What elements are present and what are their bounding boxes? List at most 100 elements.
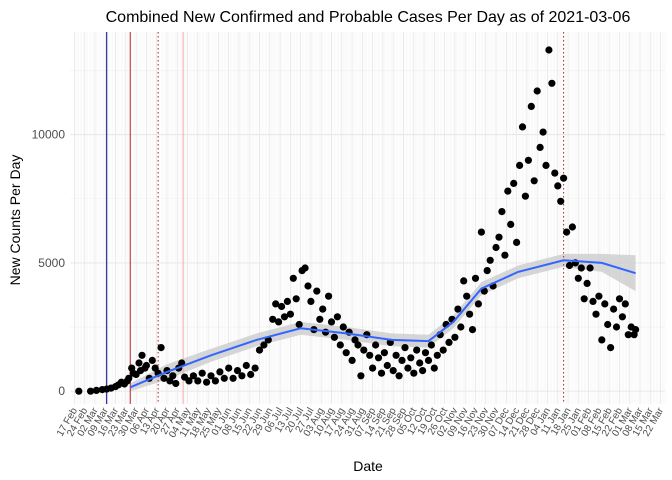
data-point [225,364,233,372]
data-point [433,351,441,359]
data-point [172,379,180,388]
data-point [445,338,453,346]
y-axis-title: New Counts Per Day [7,155,23,286]
data-point [203,378,211,386]
data-point [471,274,480,282]
data-point [416,359,424,367]
data-point [632,326,640,334]
data-point [563,228,571,236]
data-point [260,341,268,349]
data-point [238,372,246,380]
data-point [486,256,494,264]
data-point [516,161,524,169]
data-point [307,297,315,305]
data-point [233,367,242,375]
data-point [348,356,356,364]
data-point [207,372,215,380]
data-point [278,302,286,311]
data-point [404,364,412,372]
data-point [457,323,465,331]
data-point [198,369,206,377]
data-point [612,323,621,331]
data-point [339,323,347,331]
data-point [501,251,509,259]
data-point [255,346,264,354]
data-point [389,367,397,375]
data-point [410,369,418,377]
data-point [604,320,612,329]
data-point [251,364,259,372]
data-point [135,359,143,367]
data-point [75,387,83,395]
data-point [524,156,533,164]
data-point [589,297,597,305]
data-point [480,287,488,295]
data-point [545,46,553,54]
data-point [577,264,585,272]
data-point [504,187,512,195]
data-point [580,295,588,303]
data-point [374,354,383,362]
smooth-line [129,259,636,389]
data-point [615,295,624,303]
data-point [142,361,150,370]
data-point [275,318,283,326]
data-point [483,267,491,275]
data-point [377,369,386,377]
data-point [607,344,615,352]
data-point [392,351,400,359]
data-point [427,341,435,349]
data-point [621,300,629,308]
data-point [92,386,100,394]
data-point [398,356,406,364]
data-point [551,169,559,177]
data-point [495,233,503,241]
data-point [194,377,202,385]
data-point [474,300,482,308]
data-point [189,372,197,380]
data-point [507,220,515,228]
y-tick-label: 0 [58,384,65,398]
data-point [548,79,556,87]
data-point [247,370,255,379]
data-point [451,333,459,341]
data-point [498,208,506,216]
data-point [583,279,591,287]
data-point [618,313,627,321]
data-point [610,305,618,313]
data-point [527,102,535,110]
confidence-band [130,253,636,392]
data-point [530,177,538,185]
data-point [477,228,485,236]
data-point [216,368,224,376]
data-point [313,287,321,295]
data-point [269,315,277,323]
data-point [319,305,327,313]
data-point [211,377,219,385]
data-point [148,356,156,364]
data-point [357,372,365,380]
data-point [492,243,500,252]
data-point [272,300,280,308]
y-tick-label: 10000 [32,128,66,142]
data-point [292,295,300,303]
data-point [513,238,521,246]
data-point [421,349,430,357]
data-point [301,264,309,272]
data-point [138,351,146,359]
data-point [521,192,530,200]
data-point [601,300,609,308]
data-point [539,128,547,136]
data-point [283,297,291,305]
data-point [542,161,550,169]
data-point [586,264,594,272]
data-point [333,313,341,321]
data-point [468,326,477,334]
data-point [510,179,518,187]
chart-title: Combined New Confirmed and Probable Case… [106,9,631,26]
data-point [533,87,541,95]
data-point [592,310,600,318]
data-point [557,197,565,205]
data-point [185,377,193,385]
